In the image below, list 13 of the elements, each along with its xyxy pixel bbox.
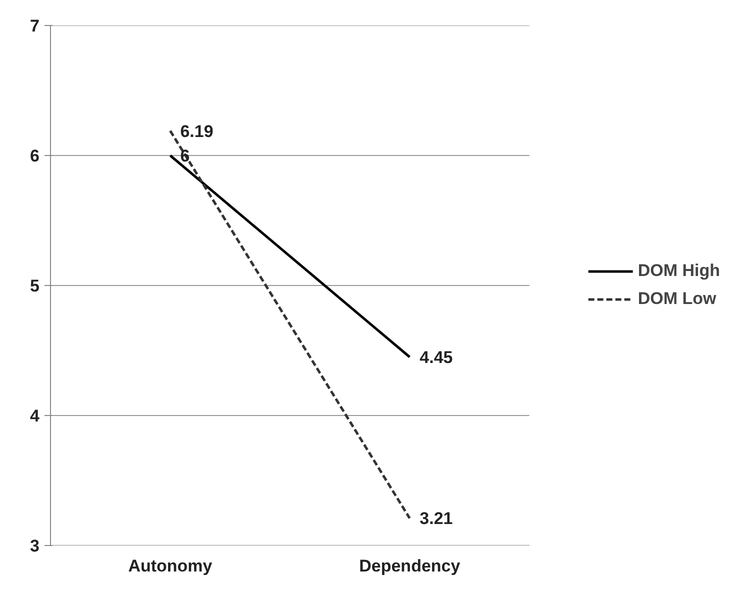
data-label: 6 [180,146,190,166]
y-tick-label: 4 [30,406,40,426]
data-label: 4.45 [420,348,453,367]
y-tick-label: 7 [30,16,40,36]
data-label: 3.21 [420,509,453,528]
y-tick-label: 3 [30,536,40,556]
x-tick-label: Dependency [359,556,461,576]
legend-label: DOM High [638,261,720,281]
data-label: 6.19 [180,122,214,141]
legend-label: DOM Low [638,289,716,309]
x-tick-label: Autonomy [128,556,213,576]
y-tick-label: 5 [30,276,40,296]
y-tick-label: 6 [30,146,40,166]
